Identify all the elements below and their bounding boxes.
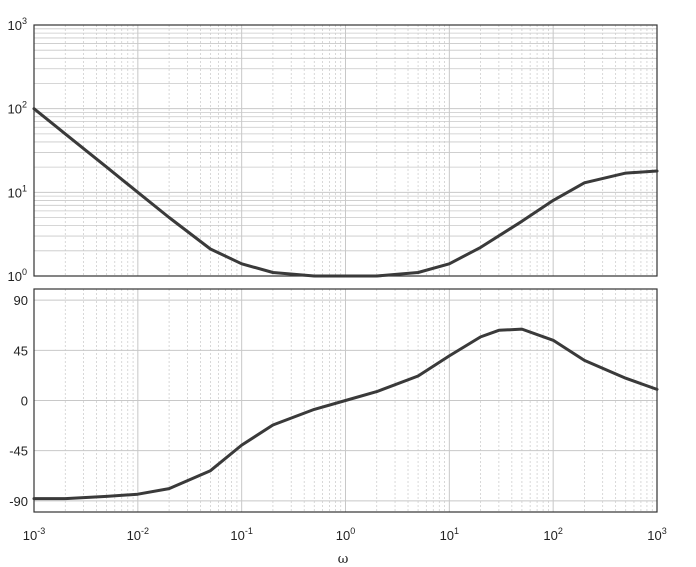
y-tick-label-base: 10 (8, 269, 22, 284)
x-tick-label: 102 (543, 526, 562, 543)
y-tick-label-exponent: 0 (22, 267, 27, 277)
y-tick-label: 103 (8, 16, 27, 33)
y-tick-label: 100 (8, 267, 27, 284)
y-tick-label: 102 (8, 100, 27, 117)
y-tick-label: 45 (14, 343, 28, 358)
x-tick-label-base: 10 (336, 528, 350, 543)
y-tick-label: -45 (9, 444, 28, 459)
x-tick-label-base: 10 (440, 528, 454, 543)
phase-line (32, 327, 659, 501)
x-tick-label: 101 (440, 526, 459, 543)
x-tick-label-base: 10 (127, 528, 141, 543)
x-tick-label-base: 10 (647, 528, 661, 543)
y-tick-label-exponent: 3 (22, 16, 27, 26)
x-tick-label-exponent: 1 (454, 526, 459, 536)
axes-frame (33, 288, 658, 513)
x-tick-label-base: 10 (543, 528, 557, 543)
x-tick-label-exponent: 3 (662, 526, 667, 536)
x-tick-label-exponent: -2 (141, 526, 149, 536)
x-tick-label-exponent: -1 (245, 526, 253, 536)
x-tick-label-exponent: 2 (558, 526, 563, 536)
y-tick-label-base: 10 (8, 102, 22, 117)
x-tick-label: 10-2 (127, 526, 149, 543)
x-tick-label: 103 (647, 526, 666, 543)
x-tick-label-base: 10 (230, 528, 244, 543)
x-tick-label-exponent: 0 (350, 526, 355, 536)
x-tick-label: 10-1 (230, 526, 252, 543)
y-tick-label: 101 (8, 183, 27, 200)
x-tick-label-base: 10 (23, 528, 37, 543)
y-tick-label-exponent: 1 (22, 183, 27, 193)
x-axis-title: ω (338, 552, 349, 567)
y-tick-label: -90 (9, 494, 28, 509)
x-tick-label: 100 (336, 526, 355, 543)
y-tick-label-base: 10 (8, 18, 22, 33)
y-tick-label-exponent: 2 (22, 100, 27, 110)
y-tick-label-base: 10 (8, 185, 22, 200)
y-tick-label: 0 (21, 394, 28, 409)
x-tick-label: 10-3 (23, 526, 45, 543)
x-tick-label-exponent: -3 (37, 526, 45, 536)
y-tick-label: 90 (14, 293, 28, 308)
